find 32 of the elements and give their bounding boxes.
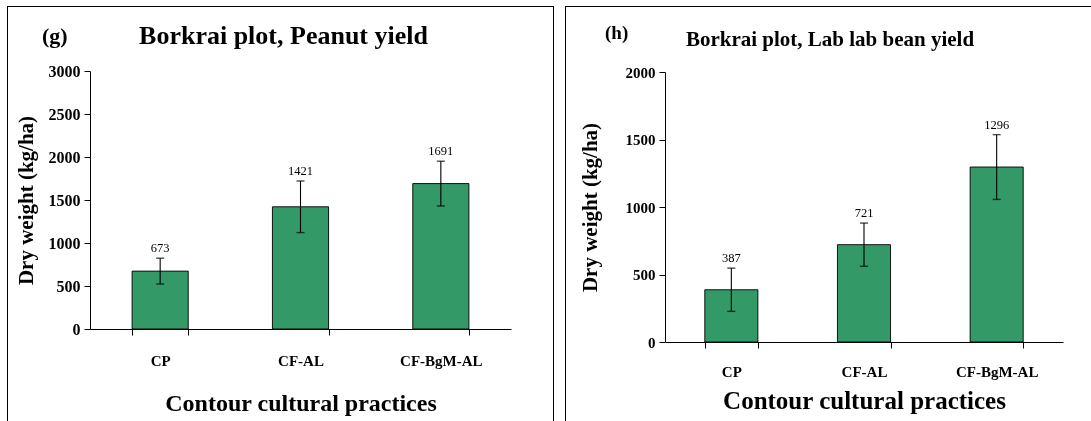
data-label: 1296	[984, 117, 1010, 132]
y-tick-label: 1500	[48, 191, 81, 209]
y-tick-label: 500	[56, 277, 81, 295]
x-tick-label: CP	[721, 363, 742, 380]
y-tick-label: 1500	[625, 132, 656, 148]
y-axis-title: Dry weight (kg/ha)	[577, 122, 602, 293]
y-tick-label: 500	[633, 267, 656, 283]
x-axis-title: Contour cultural practices	[165, 389, 437, 416]
y-tick-label: 2000	[625, 64, 656, 81]
y-tick-label: 0	[72, 320, 81, 338]
y-tick-label: 2000	[48, 148, 81, 166]
chart-title: Borkrai plot, Lab lab bean yield	[685, 27, 975, 51]
x-tick-label: CF-BgM-AL	[400, 352, 483, 369]
y-tick-label: 1000	[625, 199, 656, 216]
data-label: 387	[721, 251, 741, 266]
data-label: 673	[150, 241, 170, 256]
y-tick-label: 0	[648, 334, 656, 351]
text: (g)	[42, 23, 68, 48]
data-label: 1691	[428, 144, 454, 159]
chart-title: Borkrai plot, Peanut yield	[139, 21, 429, 50]
x-tick-label: CP	[150, 352, 171, 369]
y-tick-label: 3000	[48, 62, 81, 80]
data-label: 721	[854, 206, 874, 221]
x-tick-label: CF-BgM-AL	[955, 363, 1039, 380]
x-tick-label: CF-AL	[278, 352, 324, 369]
y-tick-label: 1000	[48, 234, 81, 252]
data-label: 1421	[288, 163, 313, 178]
y-axis-title: Dry weight (kg/ha)	[13, 115, 38, 286]
text: (h)	[605, 22, 629, 43]
y-tick-label: 2500	[48, 105, 81, 123]
x-axis-title: Contour cultural practices	[723, 386, 1007, 414]
x-tick-label: CF-AL	[841, 363, 888, 380]
